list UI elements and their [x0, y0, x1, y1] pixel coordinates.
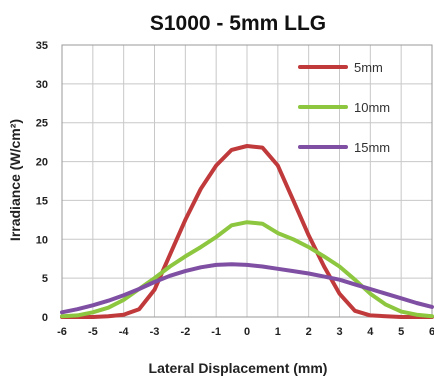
y-tick-label: 0 — [42, 312, 48, 324]
series-line-5mm — [60, 144, 434, 319]
y-tick-label: 10 — [36, 234, 48, 246]
tick-labels: -6 -5 -4 -3 -2 -1 0 1 2 3 4 5 6 0 5 10 15 20 25 30 35 — [36, 40, 434, 338]
x-tick-label: 0 — [244, 326, 250, 338]
y-tick-label: 20 — [36, 157, 48, 169]
x-tick-label: 2 — [306, 326, 312, 338]
x-tick-label: 1 — [275, 326, 281, 338]
series-line-15mm — [60, 262, 434, 315]
chart-title: S1000 - 5mm LLG — [150, 12, 326, 35]
x-tick-label: -5 — [88, 326, 98, 338]
x-tick-label: 3 — [336, 326, 342, 338]
series-line-10mm — [60, 220, 434, 319]
y-tick-label: 15 — [36, 195, 48, 207]
y-tick-label: 30 — [36, 79, 48, 91]
legend-label: 15mm — [354, 140, 390, 155]
legend: 5mm 10mm 15mm — [298, 60, 390, 155]
x-tick-label: -4 — [119, 326, 130, 338]
x-tick-label: -3 — [150, 326, 160, 338]
y-axis-label: Irradiance (W/cm²) — [7, 119, 23, 241]
x-tick-label: -1 — [211, 326, 221, 338]
x-tick-label: -2 — [180, 326, 190, 338]
x-tick-label: 5 — [398, 326, 404, 338]
x-tick-label: -6 — [57, 326, 67, 338]
legend-label: 5mm — [354, 60, 383, 75]
plot-frame — [61, 44, 433, 318]
y-tick-label: 25 — [36, 118, 48, 130]
y-tick-label: 5 — [42, 273, 48, 285]
x-tick-label: 6 — [429, 326, 434, 338]
grid — [61, 44, 433, 318]
y-tick-label: 35 — [36, 40, 48, 52]
x-tick-label: 4 — [367, 326, 374, 338]
legend-label: 10mm — [354, 100, 390, 115]
x-axis-label: Lateral Displacement (mm) — [149, 360, 328, 376]
series-lines — [60, 144, 434, 319]
